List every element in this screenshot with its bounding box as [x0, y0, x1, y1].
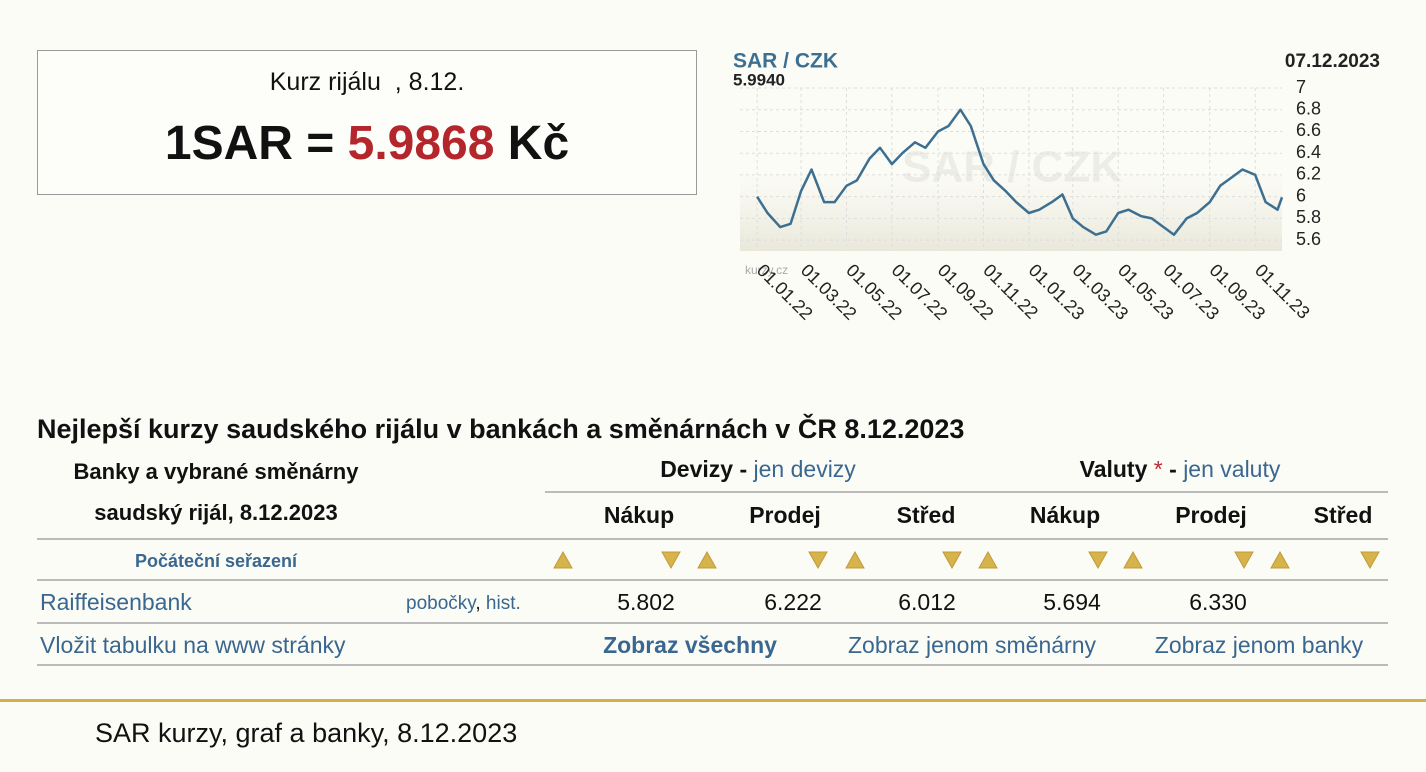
sort-up[interactable] — [978, 550, 998, 569]
column-header: Prodej — [749, 502, 821, 528]
rate-cell: 6.330 — [1189, 589, 1247, 615]
sort-up[interactable] — [1270, 550, 1290, 569]
y-tick-label: 6.2 — [1296, 164, 1321, 184]
link[interactable]: Zobraz jenom banky — [1154, 632, 1364, 658]
rate-cell: 5.802 — [617, 589, 675, 615]
column-header: Nákup — [603, 502, 675, 528]
sort-down[interactable] — [1234, 551, 1254, 570]
rate-cell: 6.012 — [898, 589, 956, 615]
column-header: Prodej — [1175, 502, 1247, 528]
y-tick-label: 5.6 — [1296, 229, 1321, 249]
rate-line: 1SAR = 5.9868 Kč — [165, 120, 569, 168]
valuty-label: Valuty — [1079, 456, 1148, 482]
bank-links: pobočky, hist. — [406, 594, 521, 613]
column-header: Střed — [896, 502, 956, 528]
comma: , — [475, 593, 481, 614]
chart-title: SAR / CZK — [733, 50, 838, 73]
y-tick-label: 7 — [1296, 77, 1306, 97]
sort-reset[interactable]: Počáteční seřazení — [134, 551, 298, 571]
link[interactable]: pobočky — [406, 593, 476, 614]
bank-header: Banky a vybrané směnárny — [73, 459, 359, 484]
sort-up[interactable] — [1123, 550, 1143, 569]
rate-unit: Kč — [507, 117, 570, 170]
bank-name[interactable]: Raiffeisenbank — [40, 589, 192, 615]
rate-value: 5.9868 — [347, 117, 495, 170]
chart-date: 07.12.2023 — [1285, 51, 1380, 72]
watermark: SAR / CZK — [902, 143, 1122, 192]
rule — [37, 622, 1388, 624]
rule — [37, 538, 1388, 540]
sort-down[interactable] — [661, 551, 681, 570]
sort-down[interactable] — [1088, 551, 1108, 570]
column-header: Střed — [1313, 502, 1373, 528]
separator: - — [739, 456, 748, 482]
star: * — [1153, 456, 1163, 482]
plot-shade — [740, 170, 1282, 251]
footer-text: SAR kurzy, graf a banky, 8.12.2023 — [95, 718, 518, 748]
table-title: Nejlepší kurzy saudského rijálu v bankác… — [37, 414, 965, 444]
devizy-label: Devizy — [660, 456, 734, 482]
y-tick-label: 5.8 — [1296, 207, 1321, 227]
rate-box — [37, 50, 697, 195]
sort-up[interactable] — [553, 550, 573, 569]
rate-cell: 5.694 — [1043, 589, 1101, 615]
footer-rule — [0, 699, 1426, 702]
y-tick-label: 6.6 — [1296, 120, 1321, 140]
y-tick-label: 6.8 — [1296, 98, 1321, 118]
rate-cell: 6.222 — [764, 589, 822, 615]
logo: kurzy.cz — [745, 263, 788, 277]
sort-arrows — [553, 550, 1380, 570]
bank-header: saudský rijál, 8.12.2023 — [94, 500, 338, 525]
link[interactable]: jen valuty — [1183, 456, 1281, 482]
valuty-header: Valuty * - jen valuty — [1080, 458, 1281, 481]
column-header: Nákup — [1029, 502, 1101, 528]
price-line — [756, 108, 1284, 236]
link[interactable]: hist. — [485, 593, 521, 614]
devizy-header: Devizy - jen devizy — [660, 458, 856, 481]
rule — [37, 579, 1388, 581]
rule — [37, 664, 1388, 666]
y-tick-label: 6.4 — [1296, 142, 1321, 162]
chart: SAR / CZK 5.9940 07.12.2023 SAR / CZK ku… — [733, 50, 1380, 324]
y-tick-label: 6 — [1296, 185, 1306, 205]
rate-lhs: 1SAR = — [164, 117, 335, 170]
link[interactable]: Vložit tabulku na www stránky — [40, 632, 346, 658]
sort-down[interactable] — [942, 551, 962, 570]
rule — [545, 491, 1388, 493]
sort-down[interactable] — [1360, 551, 1380, 570]
latest-value: 5.9940 — [733, 70, 785, 89]
link[interactable]: jen devizy — [753, 456, 856, 482]
sort-down[interactable] — [808, 551, 828, 570]
sort-up[interactable] — [845, 550, 865, 569]
sort-up[interactable] — [697, 550, 717, 569]
separator: - — [1169, 456, 1177, 482]
rate-heading: Kurz rijálu , 8.12. — [269, 68, 465, 96]
link[interactable]: Zobraz jenom směnárny — [848, 632, 1096, 658]
link[interactable]: Zobraz všechny — [603, 632, 777, 658]
